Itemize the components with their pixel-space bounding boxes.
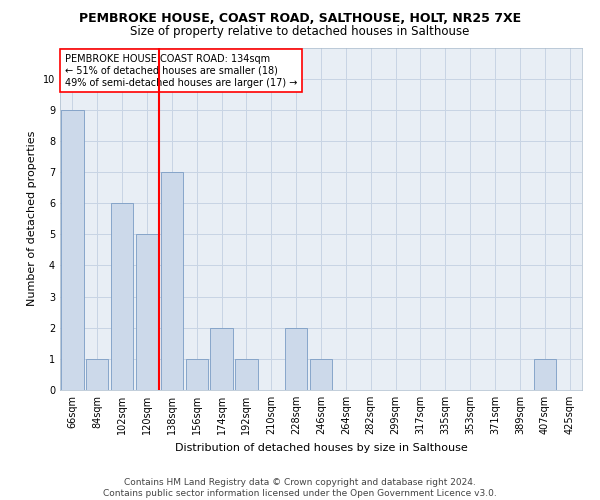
Bar [235, 359, 257, 390]
Bar [161, 172, 183, 390]
Text: PEMBROKE HOUSE, COAST ROAD, SALTHOUSE, HOLT, NR25 7XE: PEMBROKE HOUSE, COAST ROAD, SALTHOUSE, H… [79, 12, 521, 26]
Text: Size of property relative to detached houses in Salthouse: Size of property relative to detached ho… [130, 25, 470, 38]
Bar [111, 203, 133, 390]
Bar [211, 328, 233, 390]
Bar [185, 359, 208, 390]
X-axis label: Distribution of detached houses by size in Salthouse: Distribution of detached houses by size … [175, 442, 467, 452]
Bar [136, 234, 158, 390]
Text: PEMBROKE HOUSE COAST ROAD: 134sqm
← 51% of detached houses are smaller (18)
49% : PEMBROKE HOUSE COAST ROAD: 134sqm ← 51% … [65, 54, 298, 88]
Bar [61, 110, 83, 390]
Bar [310, 359, 332, 390]
Text: Contains HM Land Registry data © Crown copyright and database right 2024.
Contai: Contains HM Land Registry data © Crown c… [103, 478, 497, 498]
Y-axis label: Number of detached properties: Number of detached properties [28, 131, 37, 306]
Bar [86, 359, 109, 390]
Bar [533, 359, 556, 390]
Bar [285, 328, 307, 390]
